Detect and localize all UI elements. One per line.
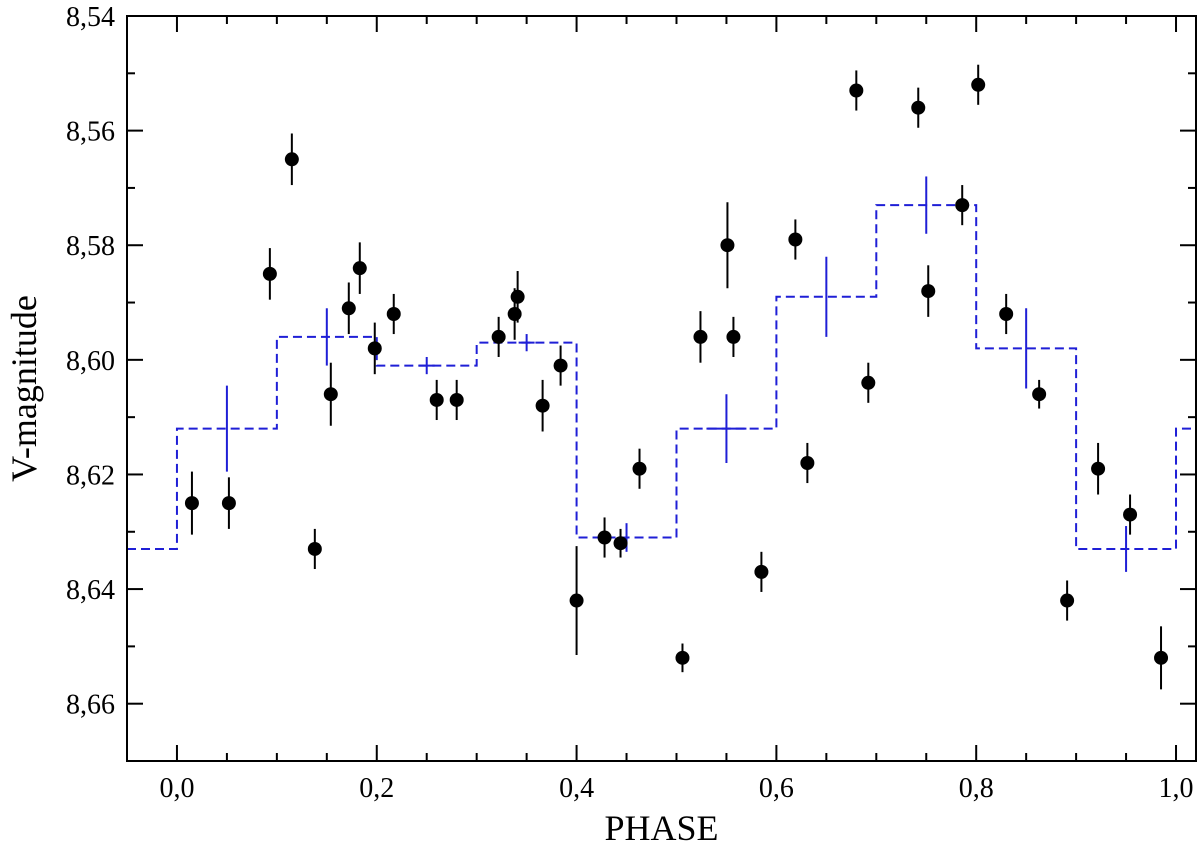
data-point xyxy=(507,307,522,321)
data-point xyxy=(284,152,299,167)
data-point xyxy=(262,266,277,281)
data-point xyxy=(449,392,464,407)
binned-mean-step-line xyxy=(127,204,1196,550)
data-point xyxy=(720,238,735,253)
data-point xyxy=(861,375,876,390)
data-point xyxy=(1091,461,1106,476)
x-tick-label: 0,2 xyxy=(359,773,394,804)
data-point xyxy=(1154,650,1169,665)
data-point xyxy=(693,329,708,344)
data-point xyxy=(510,289,525,304)
data-point xyxy=(632,461,647,476)
data-point xyxy=(675,650,690,665)
data-point xyxy=(491,329,506,344)
data-point xyxy=(955,198,970,213)
y-tick-label: 8,56 xyxy=(66,117,115,148)
y-tick-label: 8,54 xyxy=(66,2,115,33)
data-point xyxy=(367,341,382,356)
data-point xyxy=(971,77,986,92)
data-point xyxy=(1060,593,1075,608)
data-point xyxy=(1123,507,1138,522)
data-point xyxy=(307,541,322,556)
data-point xyxy=(184,496,199,511)
data-point xyxy=(754,564,769,579)
data-point xyxy=(911,100,926,115)
y-tick-label: 8,64 xyxy=(66,575,115,606)
data-point xyxy=(553,358,568,373)
x-tick-label: 1,0 xyxy=(1159,773,1194,804)
x-axis-title: PHASE xyxy=(604,808,718,848)
y-tick-label: 8,62 xyxy=(66,460,115,491)
y-tick-label: 8,58 xyxy=(66,231,115,262)
y-tick-label: 8,60 xyxy=(66,346,115,377)
y-tick-label: 8,66 xyxy=(66,690,115,721)
x-tick-label: 0,4 xyxy=(559,773,594,804)
data-point xyxy=(1032,387,1047,402)
data-point xyxy=(788,232,803,247)
data-point xyxy=(352,261,367,276)
y-axis-title: V-magnitude xyxy=(4,295,44,482)
data-point xyxy=(800,456,815,470)
data-point xyxy=(726,329,741,344)
x-tick-label: 0,8 xyxy=(959,773,994,804)
x-tick-label: 0,6 xyxy=(759,773,794,804)
data-point xyxy=(999,307,1014,321)
data-point xyxy=(569,593,584,608)
data-point xyxy=(386,307,401,321)
x-tick-label: 0,0 xyxy=(159,773,194,804)
data-point xyxy=(429,392,444,407)
binned-mean-layer xyxy=(127,176,1196,572)
data-point xyxy=(341,301,356,316)
data-point xyxy=(597,530,612,545)
data-point xyxy=(921,284,936,299)
data-point xyxy=(323,387,338,402)
observation-points-layer xyxy=(184,64,1169,690)
data-point xyxy=(221,496,236,511)
data-point xyxy=(613,536,628,551)
data-point xyxy=(535,398,550,413)
plot-frame xyxy=(126,15,1197,762)
data-point xyxy=(849,83,864,98)
axis-ticks: 0,0 0,2 0,4 0,6 0,8 1,0 8,54 8,56 8,58 8,60 8,62 8,… xyxy=(66,2,1196,804)
